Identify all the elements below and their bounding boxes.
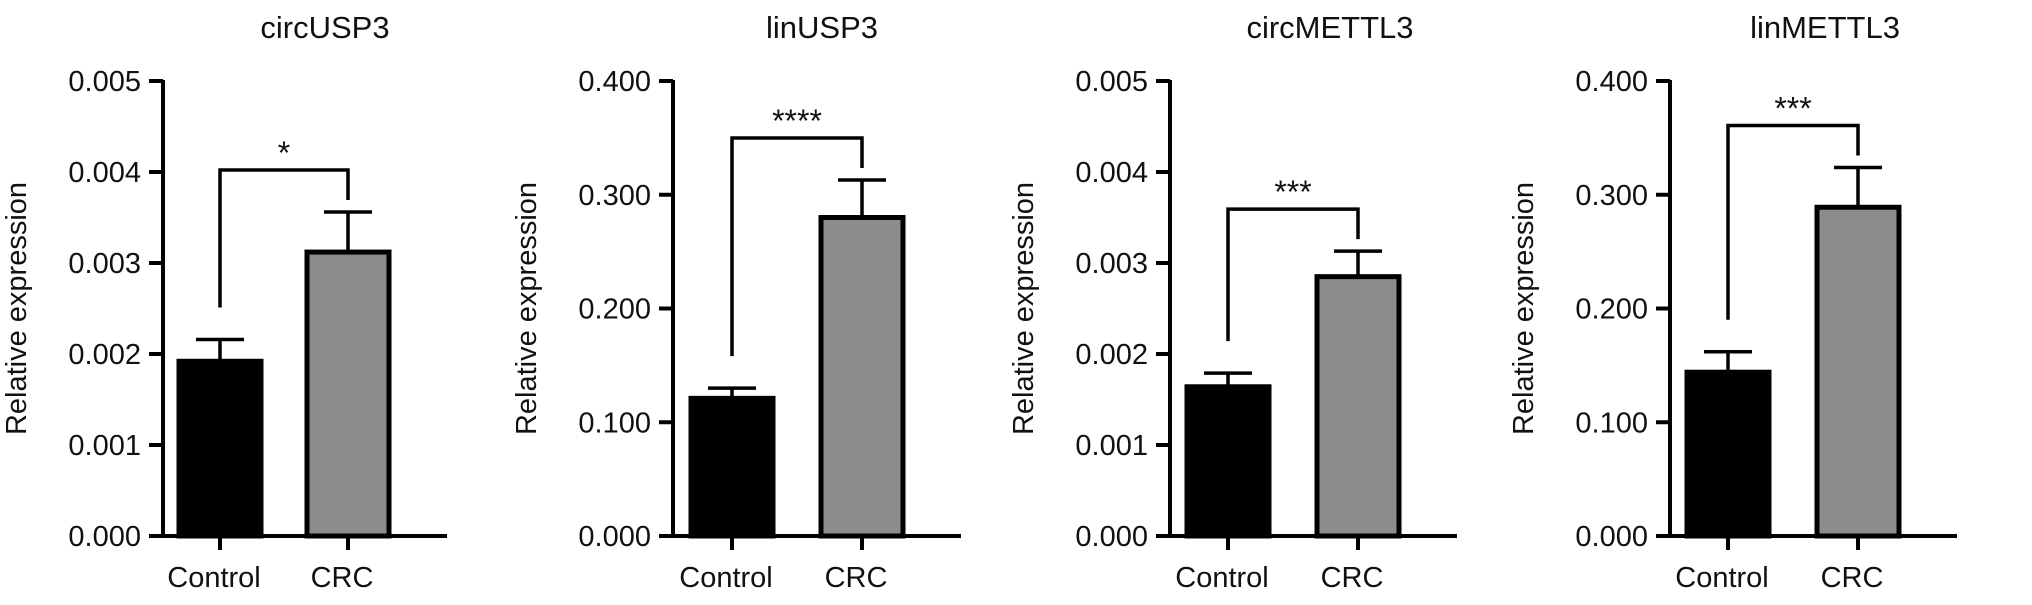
significance-marker: *** bbox=[1274, 174, 1311, 210]
chart-title: circMETTL3 bbox=[1246, 10, 1413, 45]
y-tick-label: 0.300 bbox=[1575, 180, 1648, 212]
y-tick-label: 0.002 bbox=[68, 339, 141, 371]
x-tick-label: Control bbox=[679, 562, 773, 594]
y-tick-label: 0.005 bbox=[1075, 66, 1148, 98]
y-axis-label: Relative expression bbox=[511, 182, 543, 435]
y-tick-label: 0.400 bbox=[1575, 66, 1648, 98]
y-tick-label: 0.200 bbox=[1575, 294, 1648, 326]
y-tick-label: 0.004 bbox=[68, 157, 141, 189]
significance-marker: * bbox=[278, 135, 290, 171]
bar-crc bbox=[818, 215, 906, 539]
y-tick-label: 0.100 bbox=[578, 407, 651, 439]
significance-bracket bbox=[730, 136, 864, 357]
x-tick-label: CRC bbox=[1321, 562, 1384, 594]
significance-marker: *** bbox=[1774, 90, 1811, 126]
bar-control bbox=[1184, 384, 1272, 539]
chart-panel-4: linMETTL3 Relative expression 0.000 0.100 0.… bbox=[1508, 10, 1957, 594]
y-tick-label: 0.004 bbox=[1075, 157, 1148, 189]
x-tick-label: CRC bbox=[311, 562, 374, 594]
y-tick-label: 0.100 bbox=[1575, 407, 1648, 439]
y-axis-label: Relative expression bbox=[1, 182, 33, 435]
bar-crc bbox=[304, 249, 392, 539]
y-tick-label: 0.003 bbox=[68, 248, 141, 280]
x-tick-label: Control bbox=[1675, 562, 1769, 594]
chart-title: linUSP3 bbox=[766, 10, 878, 45]
bar-control bbox=[1684, 369, 1772, 539]
y-tick-label: 0.005 bbox=[68, 66, 141, 98]
y-tick-label: 0.001 bbox=[68, 430, 141, 462]
x-tick-label: CRC bbox=[825, 562, 888, 594]
chart-title: circUSP3 bbox=[260, 10, 389, 45]
bar-crc bbox=[1814, 204, 1902, 539]
y-tick-label: 0.300 bbox=[578, 180, 651, 212]
y-tick-label: 0.200 bbox=[578, 294, 651, 326]
chart-title: linMETTL3 bbox=[1750, 10, 1900, 45]
bar-crc bbox=[1314, 274, 1402, 539]
y-tick-label: 0.003 bbox=[1075, 248, 1148, 280]
y-tick-label: 0.000 bbox=[578, 521, 651, 553]
bar-control bbox=[688, 395, 776, 539]
y-tick-label: 0.000 bbox=[1075, 521, 1148, 553]
y-tick-label: 0.000 bbox=[1575, 521, 1648, 553]
y-tick-label: 0.400 bbox=[578, 66, 651, 98]
significance-bracket bbox=[218, 168, 350, 308]
y-tick-label: 0.001 bbox=[1075, 430, 1148, 462]
significance-marker: **** bbox=[772, 103, 822, 139]
chart-panel-3: circMETTL3 Relative expression 0.000 0.001 0… bbox=[1008, 10, 1457, 594]
chart-panel-1: circUSP3 Relative expression 0.000 0.001 0.0… bbox=[1, 10, 447, 594]
x-tick-label: Control bbox=[167, 562, 261, 594]
y-axis-label: Relative expression bbox=[1508, 182, 1540, 435]
y-tick-label: 0.000 bbox=[68, 521, 141, 553]
x-tick-label: CRC bbox=[1821, 562, 1884, 594]
bar-control bbox=[176, 358, 264, 539]
significance-bracket bbox=[1226, 207, 1360, 342]
chart-panel-2: linUSP3 Relative expression 0.000 0.100 0.20… bbox=[511, 10, 961, 594]
significance-bracket bbox=[1726, 123, 1860, 320]
y-tick-label: 0.002 bbox=[1075, 339, 1148, 371]
x-tick-label: Control bbox=[1175, 562, 1269, 594]
y-axis-label: Relative expression bbox=[1008, 182, 1040, 435]
